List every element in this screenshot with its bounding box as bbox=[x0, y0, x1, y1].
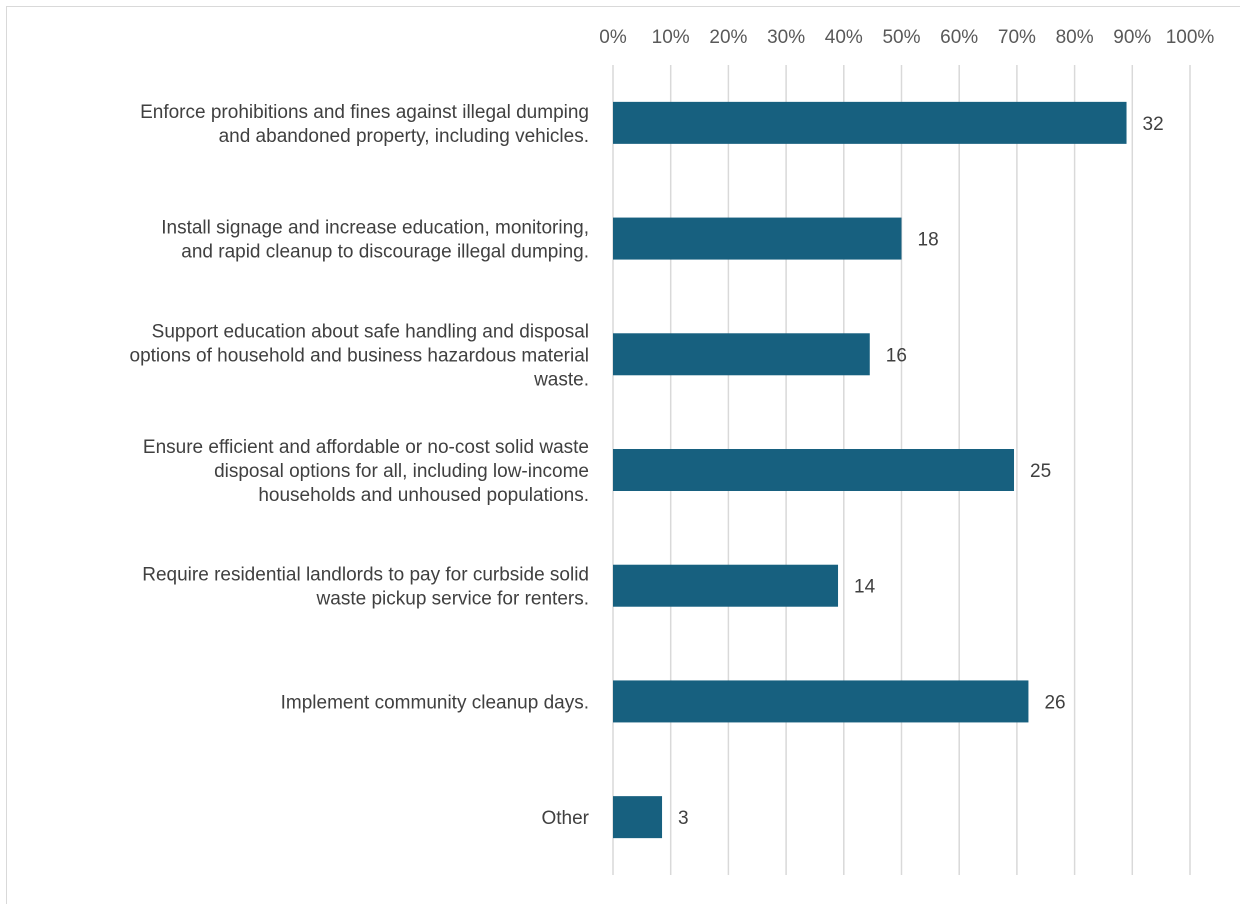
category-labels: Enforce prohibitions and fines against i… bbox=[130, 102, 590, 829]
data-labels: 32 18 16 25 14 26 3 bbox=[678, 114, 1164, 829]
chart-frame bbox=[6, 6, 1240, 904]
data-label: 18 bbox=[918, 230, 939, 251]
x-tick-label: 20% bbox=[709, 27, 747, 48]
category-label: Other bbox=[541, 808, 589, 829]
x-tick-label: 60% bbox=[940, 27, 978, 48]
bar bbox=[613, 449, 1015, 491]
data-label: 16 bbox=[886, 345, 907, 366]
x-tick-label: 10% bbox=[652, 27, 690, 48]
bar bbox=[613, 564, 839, 607]
x-tick-label: 30% bbox=[767, 27, 805, 48]
category-label: Ensure efficient and affordable or no-co… bbox=[143, 437, 589, 506]
category-label: Enforce prohibitions and fines against i… bbox=[140, 102, 589, 147]
bars bbox=[613, 101, 1127, 839]
data-label: 3 bbox=[678, 808, 689, 829]
bar bbox=[613, 333, 870, 376]
x-tick-label: 100% bbox=[1166, 27, 1215, 48]
bar bbox=[613, 680, 1029, 723]
data-label: 32 bbox=[1143, 114, 1164, 135]
x-tick-label: 0% bbox=[599, 27, 627, 48]
bar bbox=[613, 796, 663, 839]
data-label: 26 bbox=[1044, 692, 1065, 713]
category-label: Install signage and increase education, … bbox=[161, 218, 589, 263]
bar bbox=[613, 217, 902, 260]
category-label: Require residential landlords to pay for… bbox=[142, 565, 589, 610]
bar bbox=[613, 101, 1127, 144]
data-label: 14 bbox=[854, 577, 876, 598]
x-tick-label: 80% bbox=[1056, 27, 1094, 48]
x-tick-label: 90% bbox=[1113, 27, 1151, 48]
category-label: Support education about safe handling an… bbox=[130, 321, 589, 390]
data-label: 25 bbox=[1030, 461, 1051, 482]
x-axis-ticks: 0% 10% 20% 30% 40% 50% 60% 70% 80% 90% 100% bbox=[599, 27, 1214, 48]
x-tick-label: 40% bbox=[825, 27, 863, 48]
x-tick-label: 50% bbox=[882, 27, 920, 48]
x-tick-label: 70% bbox=[998, 27, 1036, 48]
category-label: Implement community cleanup days. bbox=[281, 692, 589, 713]
